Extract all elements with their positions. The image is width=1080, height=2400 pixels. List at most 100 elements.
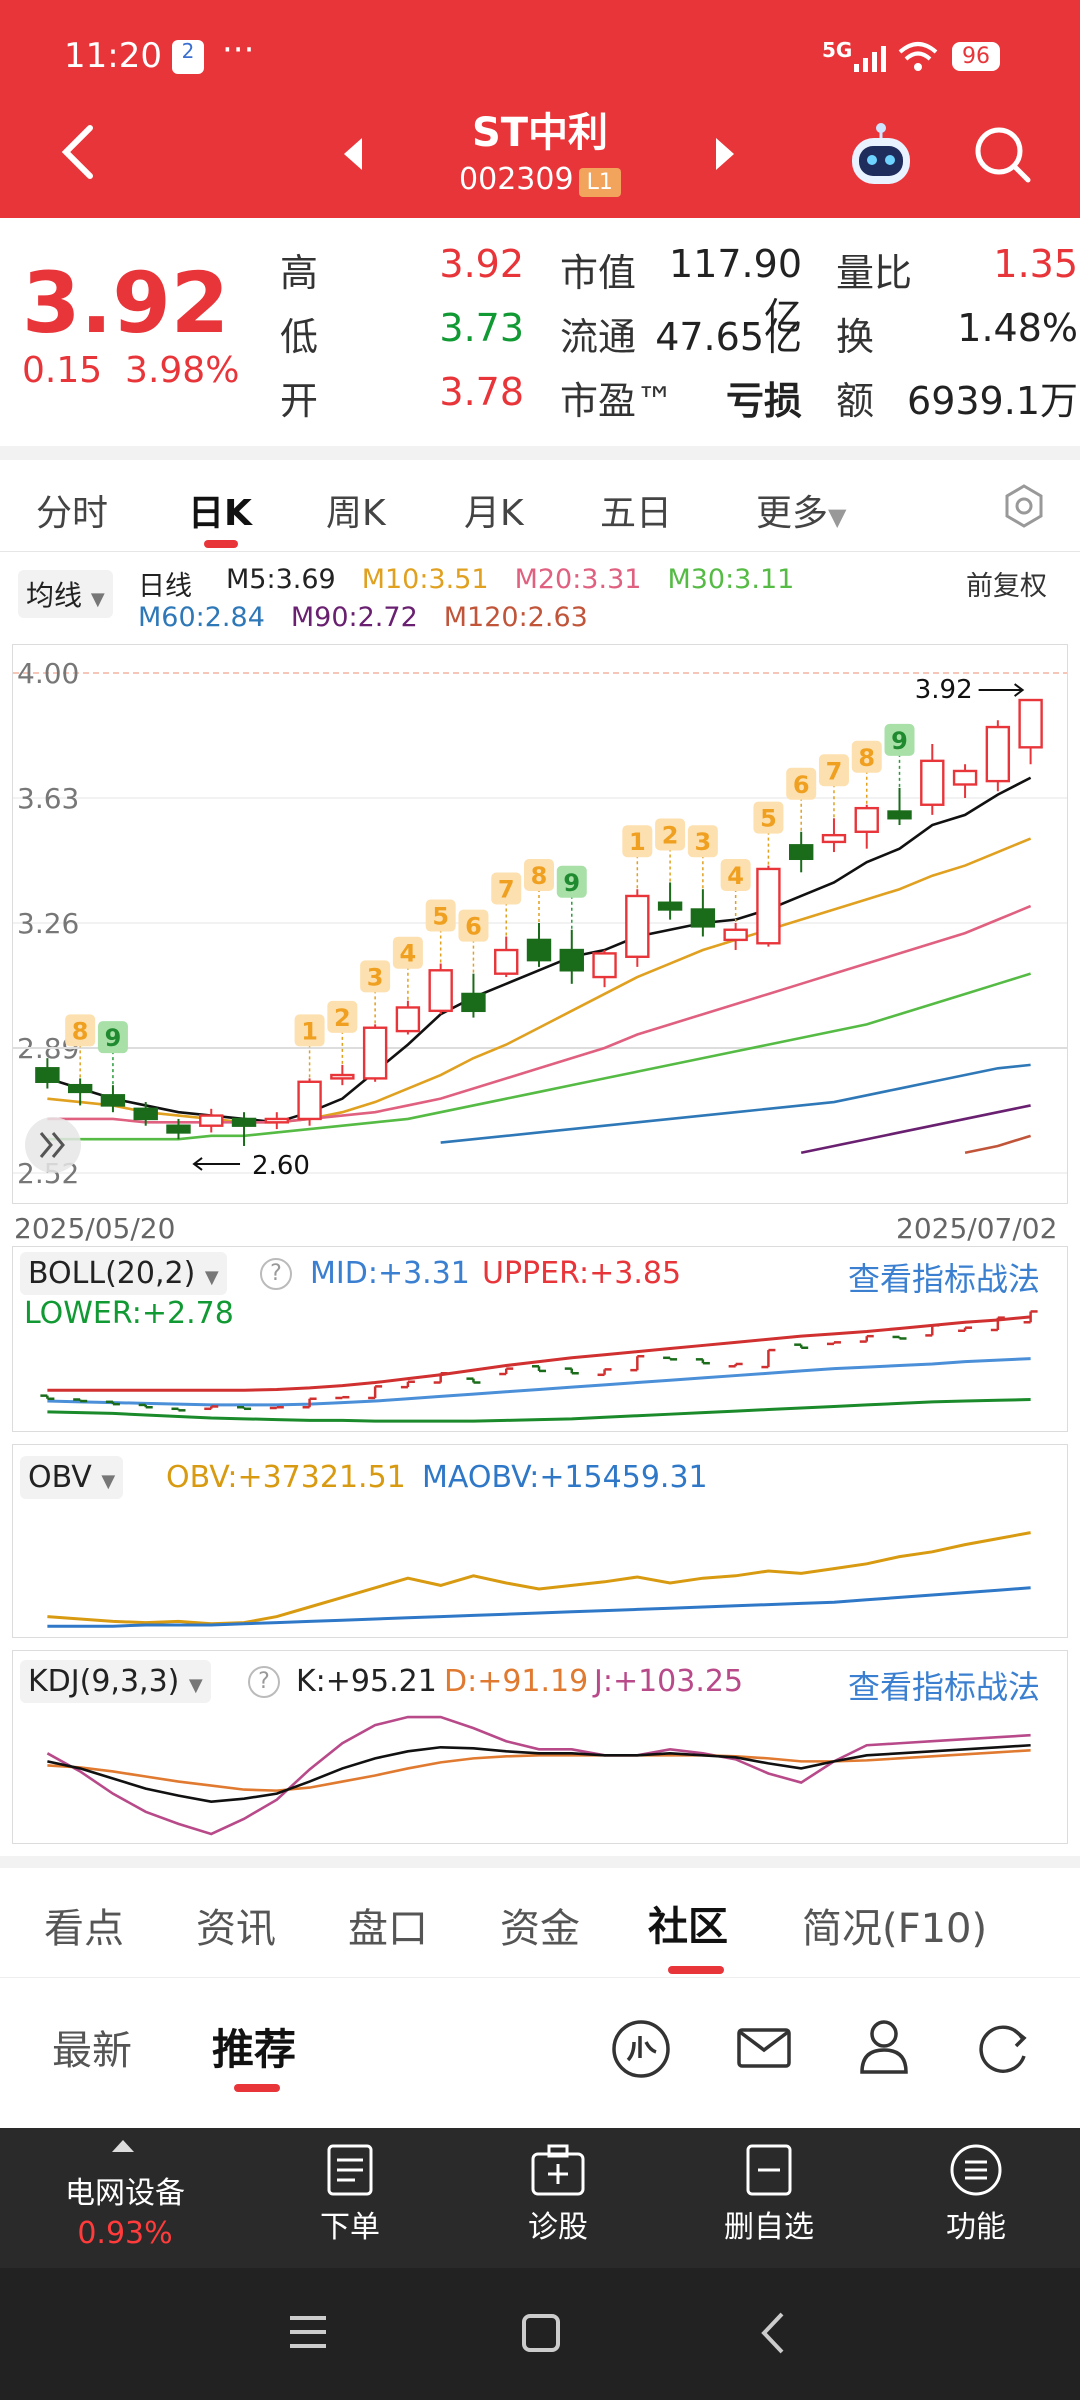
td-count: 4 [400,940,417,968]
candle-body [592,952,617,979]
chevron-down-icon: ▼ [204,1267,219,1288]
diagnose-button[interactable]: 诊股 [508,2142,608,2246]
tab-community[interactable]: 社区 [648,1904,728,1950]
td-badge [491,872,522,905]
robot-assistant-icon[interactable] [846,120,916,194]
chevron-up-icon[interactable] [110,2138,136,2158]
quote-value: 1.35 [993,242,1078,286]
td-badge [360,960,391,993]
candle-body [526,938,552,962]
ma-legend-row1: M5:3.69 M10:3.51 M20:3.31 M30:3.11 [226,564,820,595]
tab-weekly-k[interactable]: 周K [326,493,386,534]
td-count: 4 [727,862,744,890]
boll-strategy-link[interactable]: 查看指标战法 [848,1260,1041,1298]
user-icon[interactable] [858,2018,910,2080]
candle-body [788,844,814,861]
obv-selector[interactable]: OBV ▼ [20,1456,124,1499]
td-count: 8 [72,1017,89,1045]
td-badge [294,1014,325,1047]
tab-funds[interactable]: 资金 [500,1906,580,1952]
home-icon[interactable] [520,2312,562,2358]
y-tick-label: 4.00 [17,657,79,690]
td-count: 7 [498,876,515,904]
help-icon[interactable]: ? [260,1258,292,1290]
tab-highlights[interactable]: 看点 [44,1906,124,1952]
td-count: 9 [891,727,908,755]
community-subtabs: 最新 推荐 [0,1978,1080,2128]
tab-profile-f10[interactable]: 简况(F10) [802,1906,988,1952]
quote-label: 开 [280,379,319,423]
ma-line-m120 [964,1134,1031,1155]
function-button[interactable]: 功能 [926,2142,1026,2246]
order-button[interactable]: 下单 [300,2142,400,2246]
td-badge [818,754,849,787]
ma-line-m30 [47,972,1031,1141]
remove-watchlist-button[interactable]: 删自选 [714,2142,824,2246]
back-button[interactable] [58,122,98,186]
sector-name[interactable]: 电网设备 [65,2176,185,2211]
maobv-line [47,1586,1031,1628]
price-change: 0.15 3.98% [22,350,239,391]
quote-value: 1.48% [957,306,1078,350]
diagnose-label: 诊股 [528,2210,588,2245]
ma-value: M5:3.69 [226,564,336,595]
boll-chart [40,1310,1038,1423]
tab-news[interactable]: 资讯 [196,1906,276,1952]
last-price: 3.92 [22,254,230,352]
boll-selector[interactable]: BOLL(20,2) ▼ [20,1252,227,1295]
candle-body [887,810,912,820]
tab-more[interactable]: 更多▼ [756,493,847,534]
candle-body [199,1114,224,1127]
expand-handle [25,1117,81,1173]
y-tick-label: 3.26 [17,907,79,940]
candle-body [690,908,716,928]
candle-body [67,1083,93,1094]
kdj-selector[interactable]: KDJ(9,3,3) ▼ [20,1660,211,1703]
search-icon[interactable] [972,124,1034,190]
tab-intraday[interactable]: 分时 [36,493,109,534]
system-nav-bar [0,2268,1080,2400]
refresh-icon[interactable] [976,2020,1032,2080]
subtab-latest[interactable]: 最新 [52,2028,132,2074]
td-badge [720,859,751,891]
obv-value: OBV:+37321.51 [166,1460,406,1495]
boll-upper: UPPER:+3.85 [482,1256,682,1291]
candle-body [952,769,978,786]
td-badge [392,936,423,969]
prev-stock-button[interactable] [340,134,366,178]
adjust-mode[interactable]: 前复权 [966,571,1047,602]
quote-label: 额 [836,379,875,423]
td-count: 5 [432,903,449,931]
double-chevron-icon [39,1132,65,1158]
candle-body [330,1073,355,1080]
back-nav-icon[interactable] [758,2310,788,2360]
chart-start-date: 2025/05/20 [14,1212,176,1245]
ma-value: M10:3.51 [361,564,489,595]
candle-body [395,1006,421,1033]
candle-body [231,1117,257,1127]
td-count: 9 [563,869,580,897]
community-logo-icon[interactable] [610,2018,672,2084]
tab-active-underline [234,2084,280,2092]
ma-selector[interactable]: 均线 ▼ [18,570,113,618]
subtab-recommended[interactable]: 推荐 [212,2025,297,2074]
network-label: 5G [822,38,853,62]
max-price-label: 3.92 [915,675,973,705]
battery-indicator: 96 [952,42,1000,71]
tab-monthly-k[interactable]: 月K [464,493,524,534]
mail-icon[interactable] [736,2026,792,2076]
info-tab-bar: 看点 资讯 盘口 资金 社区 简况(F10) [0,1868,1080,1978]
tab-order-book[interactable]: 盘口 [348,1906,428,1952]
next-stock-button[interactable] [712,134,738,178]
help-icon[interactable]: ? [248,1666,280,1698]
tab-daily-k[interactable]: 日K [188,493,252,534]
tab-five-day[interactable]: 五日 [600,493,673,534]
kdj-strategy-link[interactable]: 查看指标战法 [848,1668,1041,1706]
recent-apps-icon[interactable] [286,2312,330,2356]
boll-upper-line [47,1315,1031,1392]
td-count: 3 [695,828,712,856]
y-tick-label: 3.63 [17,782,79,815]
chart-settings-icon[interactable] [1000,482,1048,534]
